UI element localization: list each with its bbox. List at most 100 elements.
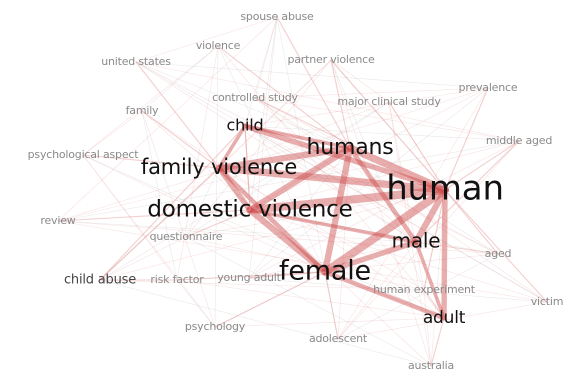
edge-humans-violence (217, 45, 351, 149)
background-edge (82, 154, 178, 281)
background-edge (244, 87, 489, 127)
background-edge (248, 16, 278, 279)
background-edge (135, 61, 417, 243)
edge-humans-child (243, 124, 352, 150)
background-edge (57, 16, 278, 222)
edge-human-middle_aged (444, 140, 520, 191)
background-edge (218, 59, 332, 169)
node-label-adult: adult (423, 308, 466, 328)
edge-female-adolescent (324, 271, 339, 340)
background-edge (185, 236, 425, 291)
background-edge (185, 101, 390, 238)
edge-humans-female (321, 144, 354, 276)
background-edge-layer (57, 16, 548, 367)
edge-human-major_clinical_study (388, 101, 446, 191)
background-edge (214, 317, 445, 328)
background-edge (141, 110, 216, 328)
node-label-partner-violence: partner violence (287, 53, 374, 66)
edge-male-adult (414, 240, 446, 320)
background-edge (82, 110, 143, 156)
background-edge (218, 167, 425, 291)
node-label-human-experiment: human experiment (373, 283, 476, 296)
node-label-male: male (392, 229, 441, 253)
background-edge (57, 220, 499, 255)
background-edge (249, 209, 417, 243)
edge-human-victim (444, 189, 548, 303)
node-label-victim: victim (531, 295, 564, 308)
background-edge (248, 147, 351, 279)
background-edge (249, 147, 351, 211)
background-edge (254, 97, 351, 149)
background-edge (185, 59, 332, 238)
node-label-domestic-violence: domestic violence (147, 197, 352, 223)
background-edge (185, 236, 432, 367)
background-edge (388, 101, 432, 367)
edge-united_states-family_violence (135, 61, 220, 169)
background-edge (244, 125, 520, 142)
node-label-aged: aged (485, 247, 512, 260)
edge-human-child (242, 123, 448, 193)
node-label-human: human (386, 169, 504, 209)
edge-human-controlled_study (254, 97, 446, 191)
edge-male-aged (415, 241, 499, 255)
background-edge (248, 140, 520, 279)
node-label-australia: australia (408, 359, 454, 372)
background-edge (244, 125, 548, 303)
edge-male-middle_aged (415, 140, 520, 243)
background-edge (244, 125, 351, 149)
background-edge (176, 279, 216, 328)
background-edge (249, 209, 499, 255)
edge-human-prevalence (444, 87, 489, 191)
background-edge (141, 45, 219, 112)
edge-human-partner_violence (330, 59, 446, 191)
edge-child-domestic_violence (244, 125, 251, 211)
node-label-prevalence: prevalence (459, 81, 518, 94)
edge-child_abuse-family_violence (99, 167, 220, 281)
background-edge (185, 189, 446, 238)
background-edge (99, 236, 187, 281)
edge-female-risk_factor (176, 271, 326, 281)
background-edge (337, 147, 351, 340)
background-edge (249, 140, 520, 211)
edge-human-female (320, 185, 450, 277)
background-edge (218, 167, 446, 191)
background-edge (249, 16, 278, 211)
node-label-layer: human humans female domestic violence family… (28, 10, 564, 372)
edge-human-adult (441, 187, 448, 321)
edge-humans-partner_violence (330, 59, 351, 149)
edge-child_abuse-child (99, 125, 246, 281)
background-edge (82, 154, 445, 319)
node-label-psychology: psychology (185, 320, 246, 333)
background-edge (324, 271, 445, 319)
background-edge (217, 45, 326, 273)
background-edge (249, 87, 489, 211)
node-label-humans: humans (306, 135, 393, 160)
background-edge (337, 87, 489, 340)
edge-domestic_violence-family_violence (216, 165, 253, 213)
background-edge (244, 16, 278, 127)
node-label-adolescent: adolescent (309, 332, 368, 345)
background-edge (244, 125, 417, 243)
edge-human-domestic_violence (245, 185, 450, 215)
edge-human-male (412, 186, 449, 246)
edge-humans-male (347, 145, 419, 245)
edge-domestic_violence-questionnaire (185, 209, 251, 238)
edge-family_violence-family (141, 110, 220, 169)
background-edge (423, 289, 432, 367)
node-label-child: child (227, 116, 264, 135)
background-edge (135, 61, 520, 142)
background-edge (254, 97, 520, 142)
node-label-child-abuse: child abuse (64, 273, 136, 288)
node-label-controlled-study: controlled study (212, 91, 298, 104)
edge-humans-family_violence (215, 144, 354, 172)
edge-layer (57, 16, 548, 367)
background-edge (135, 61, 548, 303)
node-label-female: female (279, 256, 371, 287)
background-edge (141, 110, 326, 273)
background-edge (248, 277, 548, 303)
edge-humans-domestic_violence (246, 144, 354, 214)
background-edge (217, 45, 445, 319)
edge-domestic_violence-review (57, 209, 251, 222)
edge-family_violence-child (217, 124, 247, 170)
node-label-family: family (126, 104, 159, 117)
